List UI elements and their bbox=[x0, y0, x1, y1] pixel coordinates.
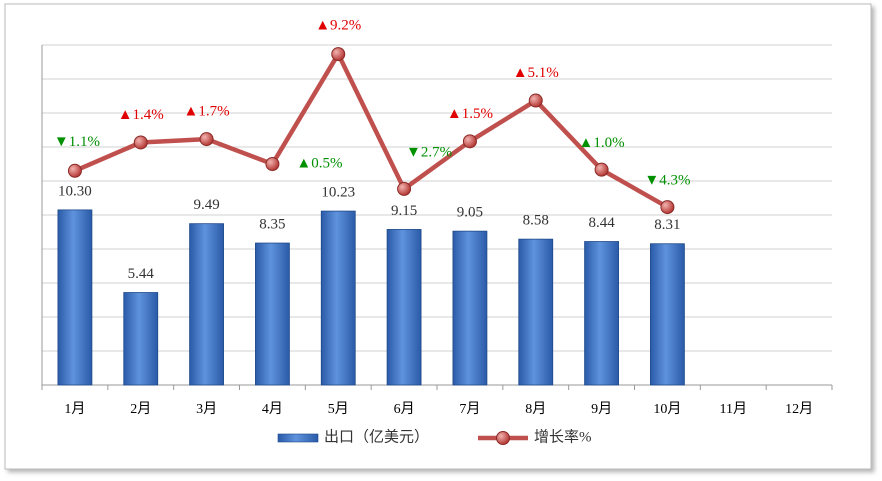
line-marker bbox=[199, 132, 214, 147]
line-label: ▲1.5% bbox=[447, 106, 493, 122]
bar-label: 10.23 bbox=[321, 185, 355, 201]
x-tick-label: 10月 bbox=[653, 401, 681, 417]
x-tick-label: 6月 bbox=[394, 401, 415, 417]
legend-swatch bbox=[277, 433, 319, 443]
x-tick-label: 9月 bbox=[591, 401, 612, 417]
bar bbox=[584, 241, 619, 386]
bar bbox=[123, 292, 159, 386]
x-tick-label: 1月 bbox=[64, 401, 85, 417]
line-marker bbox=[265, 157, 280, 171]
bar-label: 10.30 bbox=[58, 183, 92, 199]
line-label: ▼2.7% bbox=[406, 144, 452, 160]
bar bbox=[189, 223, 224, 386]
line-label: ▲1.7% bbox=[184, 104, 230, 120]
bar-label: 8.35 bbox=[259, 216, 285, 232]
line-marker bbox=[331, 47, 346, 62]
bar-label: 9.15 bbox=[391, 203, 417, 219]
line-marker bbox=[133, 135, 148, 150]
bar-label: 8.44 bbox=[588, 215, 615, 231]
bar-label: 8.31 bbox=[654, 217, 680, 233]
bar-label: 8.58 bbox=[523, 213, 549, 229]
frame bbox=[4, 3, 872, 470]
x-tick-label: 5月 bbox=[328, 401, 349, 417]
line-label: ▼1.1% bbox=[54, 134, 100, 150]
bar bbox=[518, 238, 554, 386]
legend-label: 增长率% bbox=[534, 428, 592, 445]
line-marker bbox=[660, 200, 675, 215]
line-label: ▼4.3% bbox=[644, 173, 690, 189]
line-marker bbox=[397, 181, 412, 196]
bar bbox=[57, 209, 93, 386]
x-tick-label: 12月 bbox=[785, 401, 813, 417]
line-label: ▲1.4% bbox=[118, 107, 164, 123]
line-label: ▲9.2% bbox=[315, 18, 361, 34]
x-tick-label: 8月 bbox=[525, 401, 546, 417]
line-marker bbox=[528, 93, 543, 108]
x-tick-label: 3月 bbox=[196, 401, 217, 417]
bar bbox=[650, 243, 685, 386]
legend-label: 出口（亿美元） bbox=[324, 428, 429, 445]
bar-label: 9.05 bbox=[457, 205, 483, 221]
bar bbox=[386, 229, 422, 386]
line-marker bbox=[594, 162, 609, 177]
line-label: ▲0.5% bbox=[296, 155, 342, 171]
x-tick-label: 7月 bbox=[459, 401, 480, 417]
line-label: ▲1.0% bbox=[579, 135, 625, 151]
line-marker bbox=[462, 134, 477, 149]
legend-swatch bbox=[496, 431, 510, 445]
bar bbox=[452, 230, 488, 386]
line-label: ▲5.1% bbox=[513, 65, 559, 81]
x-tick-label: 11月 bbox=[720, 401, 747, 417]
line-marker bbox=[67, 163, 82, 178]
bar bbox=[320, 210, 356, 386]
x-tick-label: 2月 bbox=[130, 401, 151, 417]
line bbox=[74, 51, 669, 210]
bar-label: 9.49 bbox=[193, 197, 219, 213]
x-tick-label: 4月 bbox=[262, 401, 283, 417]
bar bbox=[255, 242, 290, 386]
bar-label: 5.44 bbox=[128, 266, 155, 282]
